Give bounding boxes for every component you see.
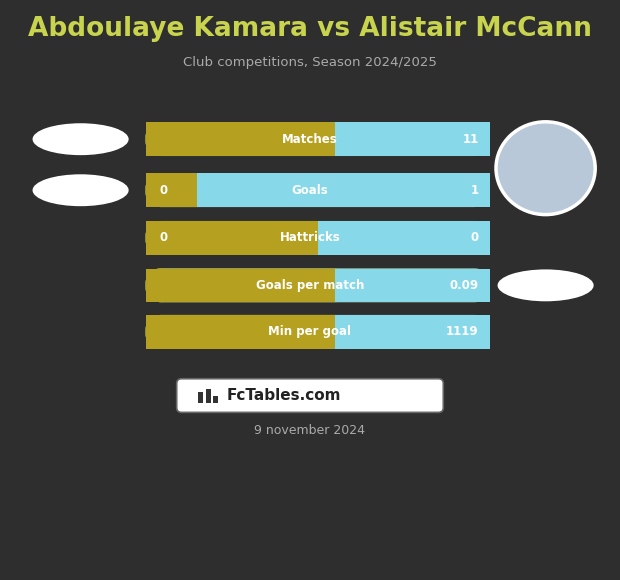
Text: 0: 0 xyxy=(471,231,479,244)
Text: 9 november 2024: 9 november 2024 xyxy=(254,424,366,437)
FancyBboxPatch shape xyxy=(177,379,443,412)
Ellipse shape xyxy=(33,174,129,206)
Text: 0: 0 xyxy=(159,231,167,244)
Text: Club competitions, Season 2024/2025: Club competitions, Season 2024/2025 xyxy=(183,56,437,68)
Circle shape xyxy=(496,122,595,215)
Bar xyxy=(335,315,356,349)
FancyBboxPatch shape xyxy=(146,221,334,255)
FancyBboxPatch shape xyxy=(146,221,490,255)
Text: 0: 0 xyxy=(159,184,167,197)
FancyBboxPatch shape xyxy=(146,269,177,302)
FancyBboxPatch shape xyxy=(146,122,350,156)
Bar xyxy=(146,173,193,207)
FancyBboxPatch shape xyxy=(146,122,490,156)
FancyBboxPatch shape xyxy=(146,315,490,349)
Bar xyxy=(198,392,203,403)
Text: 0.09: 0.09 xyxy=(450,279,479,292)
Bar xyxy=(335,315,490,349)
FancyBboxPatch shape xyxy=(146,173,177,207)
Bar xyxy=(317,221,490,255)
Text: 11: 11 xyxy=(463,133,479,146)
Bar xyxy=(317,221,340,255)
Text: 1: 1 xyxy=(471,184,479,197)
FancyBboxPatch shape xyxy=(146,269,490,302)
Text: Goals per match: Goals per match xyxy=(256,279,364,292)
FancyBboxPatch shape xyxy=(146,173,213,207)
Text: Min per goal: Min per goal xyxy=(268,325,352,338)
Ellipse shape xyxy=(497,269,594,302)
FancyBboxPatch shape xyxy=(146,269,350,302)
Bar xyxy=(146,122,330,156)
Text: FcTables.com: FcTables.com xyxy=(226,388,341,403)
Bar xyxy=(197,173,219,207)
Bar xyxy=(213,396,218,403)
Text: Matches: Matches xyxy=(282,133,338,146)
FancyBboxPatch shape xyxy=(146,173,490,207)
FancyBboxPatch shape xyxy=(146,269,490,302)
Text: Goals: Goals xyxy=(291,184,329,197)
Bar xyxy=(146,315,330,349)
Text: 1119: 1119 xyxy=(446,325,479,338)
FancyBboxPatch shape xyxy=(146,122,490,156)
Bar xyxy=(335,122,490,156)
FancyBboxPatch shape xyxy=(146,315,350,349)
Text: Abdoulaye Kamara vs Alistair McCann: Abdoulaye Kamara vs Alistair McCann xyxy=(28,16,592,42)
FancyBboxPatch shape xyxy=(146,173,490,207)
Bar xyxy=(206,389,211,403)
Bar xyxy=(197,173,490,207)
Bar xyxy=(335,122,356,156)
FancyBboxPatch shape xyxy=(146,315,177,349)
FancyBboxPatch shape xyxy=(146,315,490,349)
Ellipse shape xyxy=(33,124,129,155)
Bar xyxy=(146,221,313,255)
Text: Hattricks: Hattricks xyxy=(280,231,340,244)
Bar xyxy=(335,269,490,302)
Bar xyxy=(335,269,356,302)
Bar xyxy=(146,269,330,302)
FancyBboxPatch shape xyxy=(146,221,490,255)
FancyBboxPatch shape xyxy=(146,122,177,156)
FancyBboxPatch shape xyxy=(146,221,177,255)
